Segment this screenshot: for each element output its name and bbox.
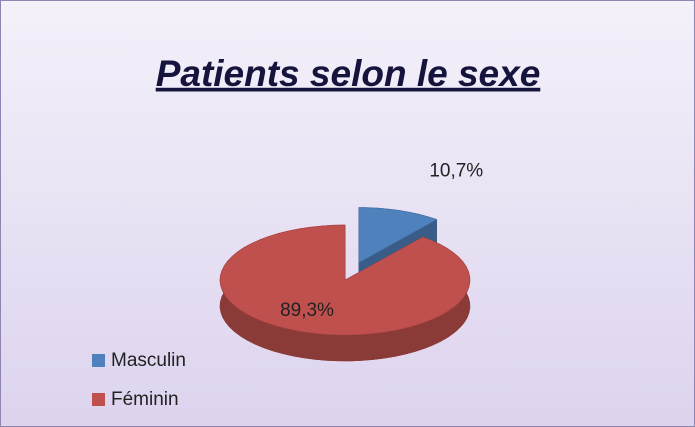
legend-swatch xyxy=(92,393,105,406)
legend-label: Masculin xyxy=(111,350,186,371)
legend-swatch xyxy=(92,354,105,367)
pie-slice xyxy=(358,207,438,264)
legend-label: Féminin xyxy=(111,389,179,410)
data-label: 89,3% xyxy=(280,300,334,321)
chart-title: Patients selon le sexe xyxy=(156,53,541,94)
data-label: 10,7% xyxy=(429,160,483,181)
pie-slice xyxy=(219,224,471,336)
